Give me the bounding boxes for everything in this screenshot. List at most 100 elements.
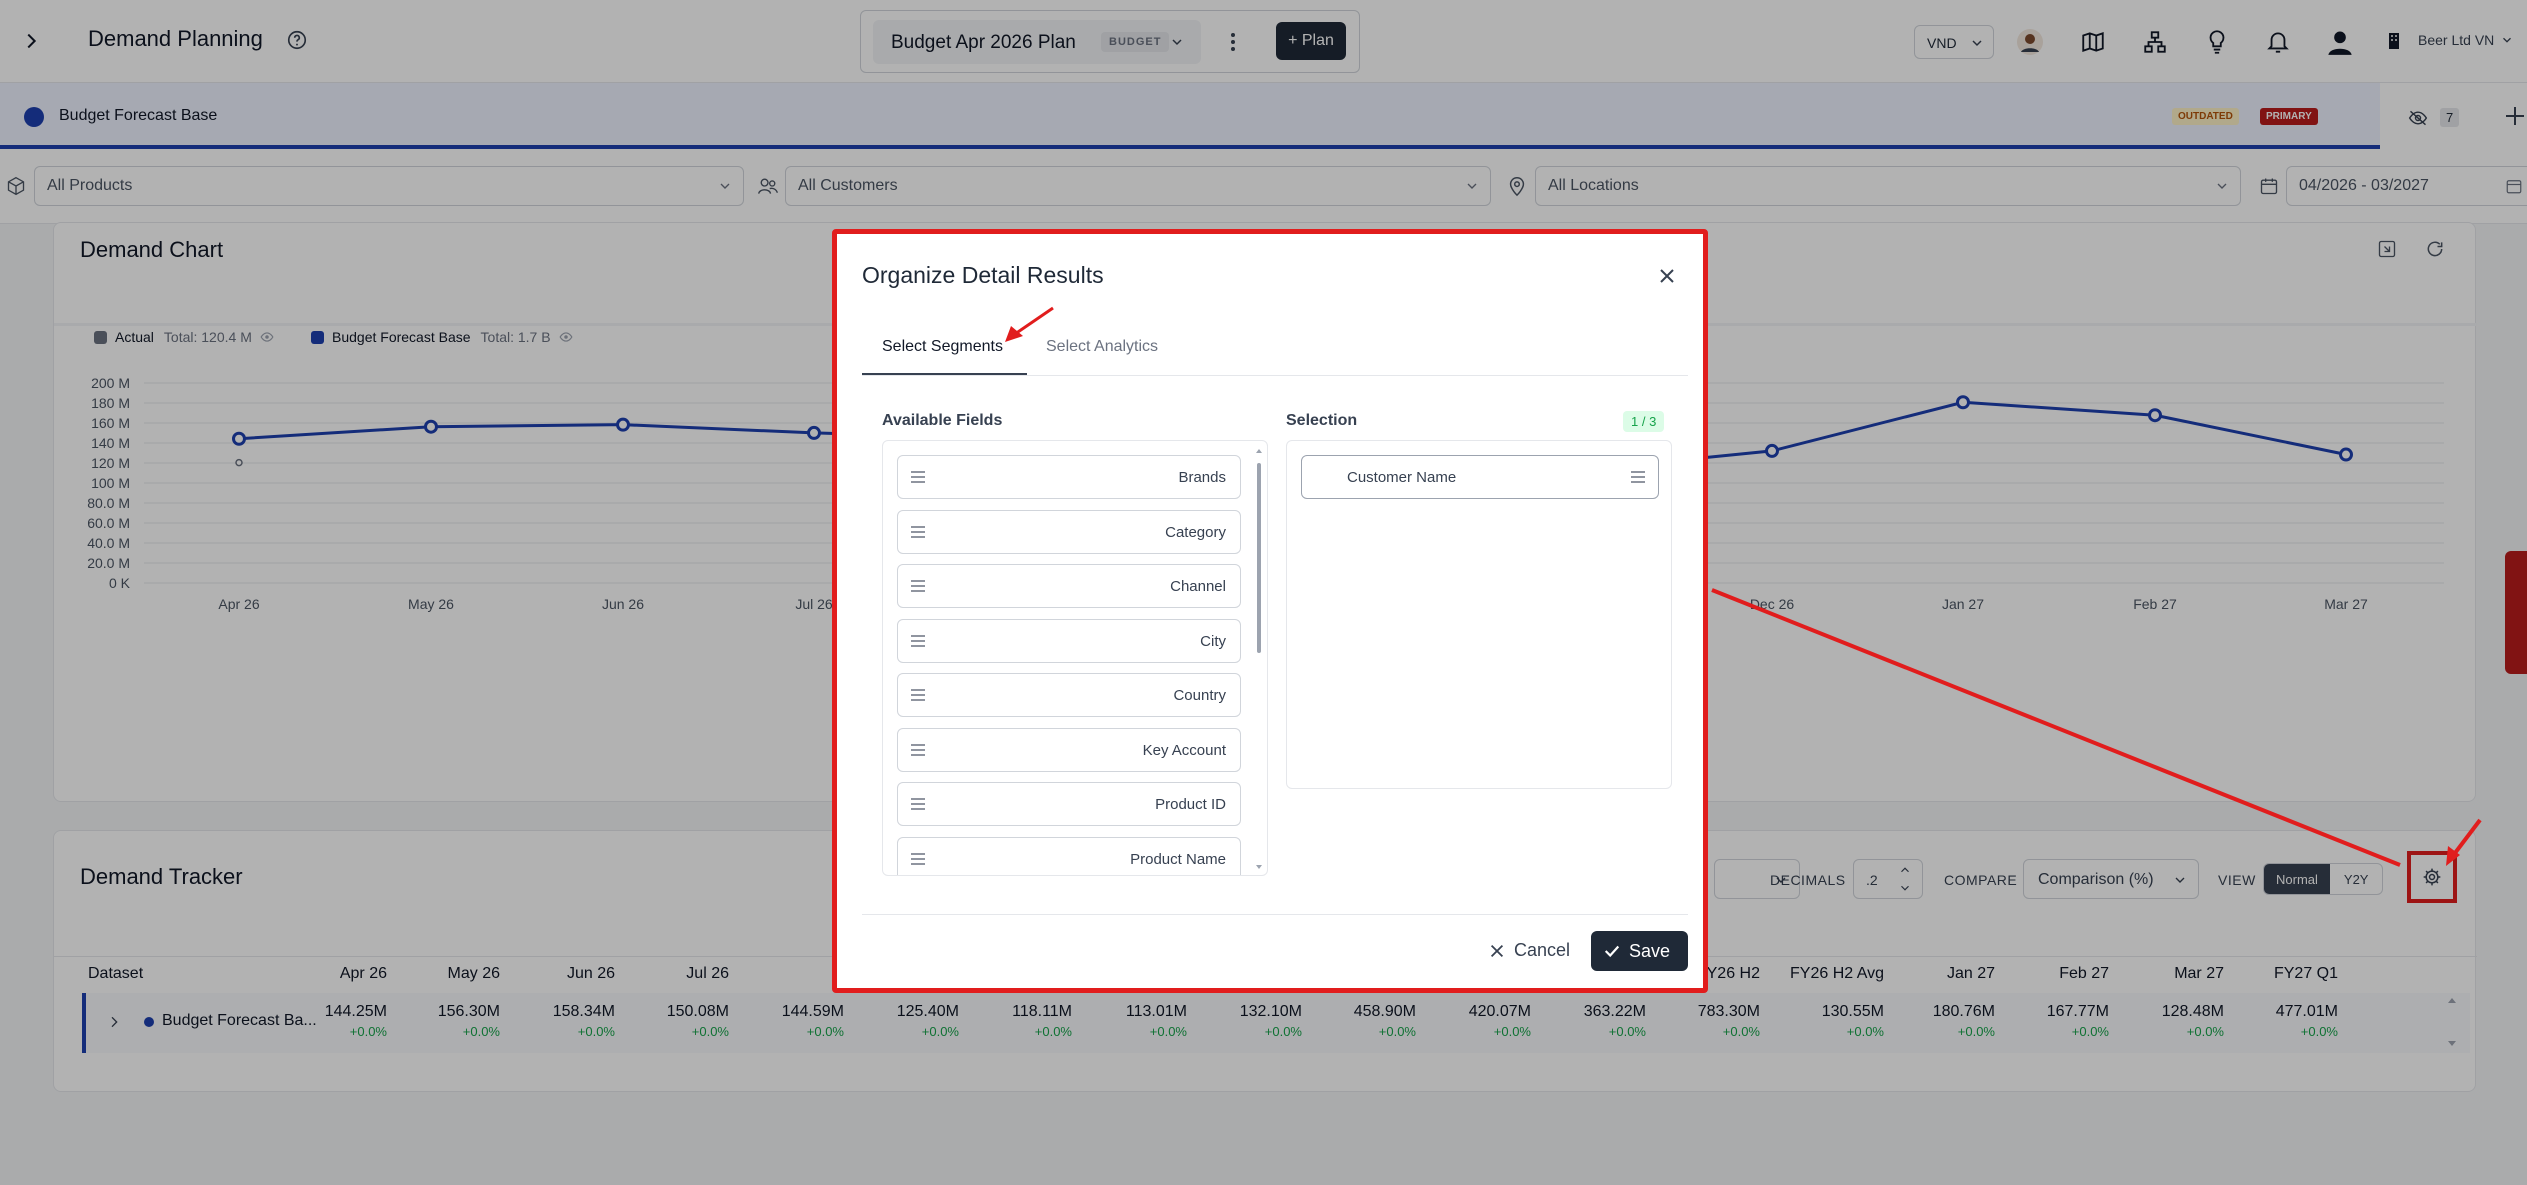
table-cell-value: 113.01M — [1125, 1003, 1187, 1020]
refresh-icon[interactable] — [2425, 239, 2445, 259]
bell-icon[interactable] — [2265, 28, 2291, 56]
measure-select[interactable] — [1714, 859, 1800, 899]
table-cell-delta: +0.0% — [1149, 1024, 1187, 1039]
chevron-down-icon — [1969, 35, 1985, 51]
decimals-value: .2 — [1866, 872, 1878, 888]
table-cell-delta: +0.0% — [577, 1024, 615, 1039]
gear-icon — [2422, 867, 2442, 887]
currency-select[interactable]: VND — [1914, 25, 1994, 59]
column-header: Mar 27 — [2174, 965, 2224, 982]
data-point[interactable] — [2339, 447, 2353, 462]
legend-label: Budget Forecast Base — [332, 329, 471, 345]
selection-list[interactable]: Customer Name — [1286, 440, 1672, 789]
table-cell-value: 118.11M — [1012, 1003, 1072, 1020]
tab-select-analytics[interactable]: Select Analytics — [1046, 338, 1159, 355]
company-select[interactable]: Beer Ltd VN — [2418, 32, 2514, 48]
data-point[interactable] — [616, 417, 630, 432]
expand-sidebar-icon[interactable] — [20, 30, 42, 52]
field-item[interactable]: Brands — [897, 455, 1241, 499]
date-range-value: 04/2026 - 03/2027 — [2299, 177, 2429, 194]
hidden-versions-button[interactable]: 7 — [2408, 108, 2460, 127]
lightbulb-icon[interactable] — [2204, 28, 2230, 56]
annotation-arrowhead — [2446, 846, 2460, 866]
help-icon[interactable] — [286, 29, 308, 51]
field-item[interactable]: City — [897, 618, 1241, 663]
legend-total: Total: 120.4 M — [163, 329, 252, 345]
close-icon — [1488, 942, 1506, 960]
field-item[interactable]: Product ID — [897, 782, 1241, 826]
chevron-down-icon[interactable] — [1898, 881, 1912, 895]
eye-icon[interactable] — [559, 331, 573, 343]
chevron-right-icon[interactable] — [106, 1013, 122, 1031]
table-row[interactable]: Budget Forecast Ba... — [82, 993, 2470, 1053]
data-point[interactable] — [1956, 395, 1970, 410]
field-item[interactable]: Country — [897, 673, 1241, 717]
plan-dropdown[interactable]: Budget Apr 2026 Plan BUDGET — [873, 20, 1201, 64]
cancel-button[interactable]: Cancel — [1488, 940, 1570, 961]
drag-handle-icon[interactable] — [1630, 471, 1646, 483]
compare-select[interactable]: Comparison (%) — [2023, 859, 2199, 899]
settings-button[interactable] — [2407, 851, 2457, 903]
field-label: Customer Name — [1347, 469, 1457, 486]
drag-handle-icon[interactable] — [910, 525, 926, 538]
view-normal-button[interactable]: Normal — [2264, 864, 2330, 894]
assistant-avatar-icon[interactable] — [2016, 28, 2044, 56]
legend-item-budget[interactable]: Budget Forecast Base Total: 1.7 B — [311, 329, 573, 345]
row-color-dot — [144, 1017, 154, 1027]
field-item[interactable]: Key Account — [897, 727, 1241, 772]
drag-handle-icon[interactable] — [910, 743, 926, 756]
save-button[interactable]: Save — [1591, 931, 1688, 971]
table-cell-delta: +0.0% — [349, 1024, 387, 1039]
drag-handle-icon[interactable] — [910, 852, 926, 865]
table-cell-value: 130.55M — [1821, 1003, 1884, 1020]
locations-filter[interactable]: All Locations — [1535, 166, 2241, 206]
tab-select-segments[interactable]: Select Segments — [882, 338, 1003, 355]
available-fields-label: Available Fields — [882, 412, 1003, 429]
currency-value: VND — [1927, 35, 1957, 51]
selected-field-item[interactable]: Customer Name — [1301, 455, 1659, 499]
table-cell-delta: +0.0% — [1846, 1024, 1884, 1039]
chevron-down-icon — [1464, 178, 1480, 194]
legend-total: Total: 1.7 B — [480, 329, 551, 345]
scroll-arrows[interactable] — [2446, 993, 2458, 1053]
user-icon[interactable] — [2326, 28, 2354, 56]
customers-filter[interactable]: All Customers — [785, 166, 1491, 206]
data-point[interactable] — [1765, 443, 1779, 458]
side-panel-tab[interactable] — [2505, 551, 2527, 674]
hierarchy-icon[interactable] — [2142, 29, 2168, 55]
annotation-line — [1711, 588, 2401, 867]
products-filter[interactable]: All Products — [34, 166, 744, 206]
data-point[interactable] — [807, 425, 821, 440]
available-fields-list[interactable]: Brands Category Channel City Country Key Acco… — [882, 440, 1268, 876]
table-cell-delta: +0.0% — [1957, 1024, 1995, 1039]
close-icon[interactable] — [1657, 266, 1677, 286]
data-point-actual[interactable] — [235, 458, 243, 467]
drag-handle-icon[interactable] — [910, 580, 926, 592]
expand-icon[interactable] — [2377, 239, 2397, 259]
field-item[interactable]: Category — [897, 509, 1241, 554]
drag-handle-icon[interactable] — [910, 689, 926, 701]
map-icon[interactable] — [2080, 29, 2106, 55]
add-version-icon[interactable] — [2504, 105, 2526, 127]
field-item[interactable]: Product Name — [897, 836, 1241, 875]
scrollbar[interactable] — [1255, 447, 1263, 871]
date-range-filter[interactable]: 04/2026 - 03/2027 — [2286, 166, 2527, 206]
view-y2y-button[interactable]: Y2Y — [2343, 871, 2369, 887]
field-item[interactable]: Channel — [897, 564, 1241, 608]
data-point[interactable] — [2148, 408, 2162, 423]
drag-handle-icon[interactable] — [910, 634, 926, 647]
field-label: Product ID — [1155, 796, 1226, 813]
legend-item-actual[interactable]: Actual Total: 120.4 M — [94, 329, 274, 345]
plan-selector: Budget Apr 2026 Plan BUDGET — [860, 10, 1360, 73]
version-tab-active[interactable]: Budget Forecast Base OUTDATED PRIMARY — [0, 83, 2380, 149]
drag-handle-icon[interactable] — [910, 798, 926, 810]
eye-icon[interactable] — [260, 331, 274, 343]
data-point[interactable] — [232, 431, 246, 446]
add-plan-button[interactable]: + Plan — [1276, 22, 1346, 60]
more-options-icon[interactable] — [1223, 31, 1243, 53]
locations-filter-value: All Locations — [1548, 177, 1639, 194]
chevron-up-icon[interactable] — [1898, 863, 1912, 877]
drag-handle-icon[interactable] — [910, 471, 926, 483]
data-point[interactable] — [424, 419, 438, 434]
decimals-stepper[interactable]: .2 — [1853, 859, 1923, 899]
